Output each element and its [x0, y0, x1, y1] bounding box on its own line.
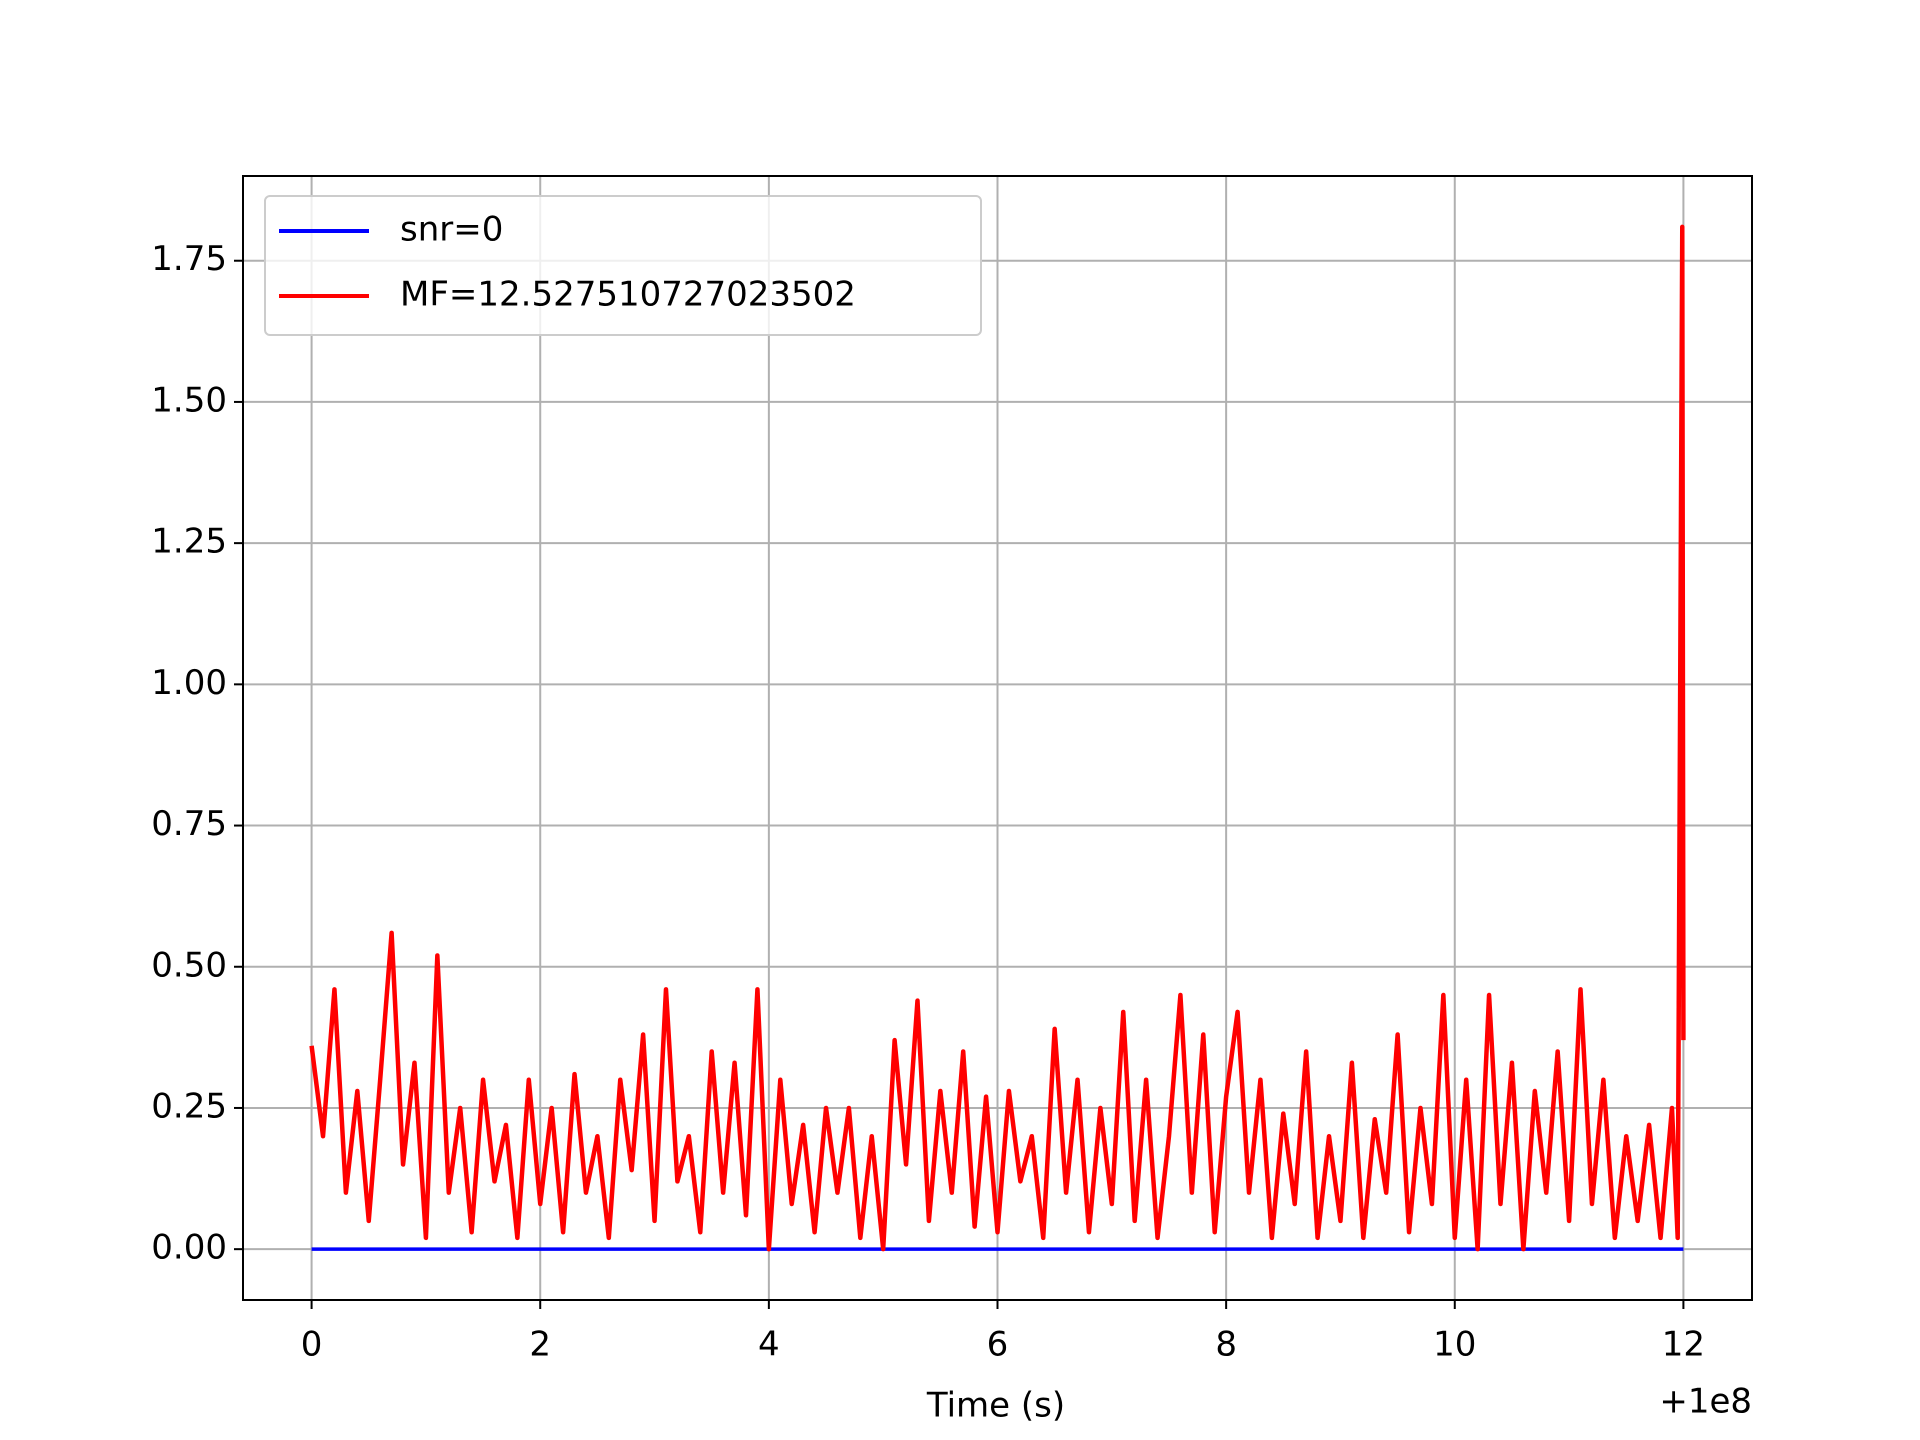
x-axis-label: Time (s): [926, 1386, 1065, 1426]
x-tick-label: 0: [301, 1325, 323, 1365]
legend-label: snr=0: [400, 210, 503, 250]
y-tick-label: 1.00: [151, 663, 227, 703]
plot-frame: [242, 175, 1753, 1301]
y-tick-label: 0.25: [151, 1086, 227, 1126]
x-tick-label: 2: [529, 1325, 551, 1365]
x-tick-label: 4: [758, 1325, 780, 1365]
y-tick-label: 1.75: [151, 239, 227, 279]
y-tick-label: 0.00: [151, 1228, 227, 1268]
y-tick-label: 1.25: [151, 522, 227, 562]
x-tick-label: 12: [1662, 1325, 1705, 1365]
legend-box: [264, 195, 982, 336]
legend-label: MF=12.527510727023502: [400, 275, 856, 315]
x-tick-label: 8: [1215, 1325, 1237, 1365]
x-tick-label: 6: [987, 1325, 1009, 1365]
x-offset-label: +1e8: [1659, 1382, 1752, 1422]
series-line: [309, 224, 1686, 1252]
y-tick-label: 1.50: [151, 380, 227, 420]
y-tick-label: 0.75: [151, 804, 227, 844]
y-tick-label: 0.50: [151, 945, 227, 985]
x-tick-label: 10: [1433, 1325, 1476, 1365]
